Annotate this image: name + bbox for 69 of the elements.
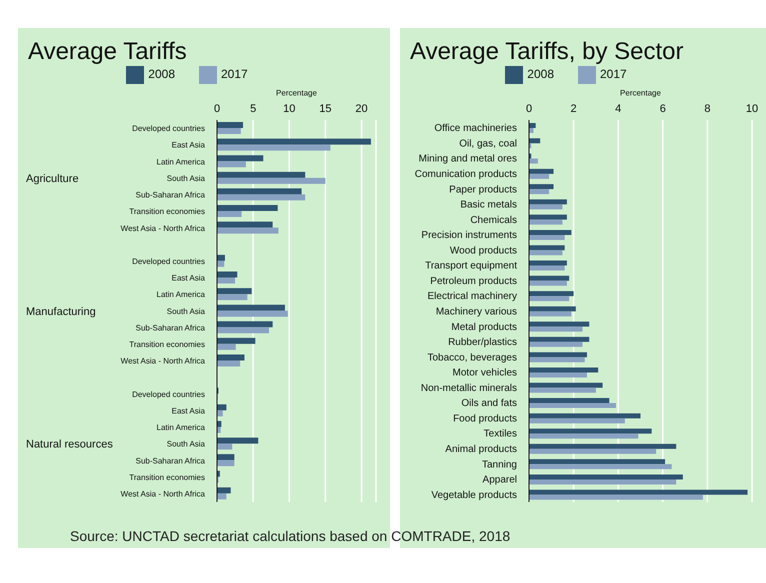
text: Agriculture [26,172,79,185]
y-tick-label: Transition economies [129,340,205,350]
y-tick-label: Vegetable products [431,490,517,501]
y-tick-label: Oils and fats [461,398,517,410]
y-tick-label: South Asia [166,306,206,316]
x-tick-label: 2 [570,103,577,115]
legend-label: 2008 [527,67,554,82]
x-tick-label: 5 [250,103,256,115]
legend-label: 2017 [600,67,627,82]
y-tick-label: Petroleum products [430,276,517,287]
y-tick-label: Latin America [156,423,206,432]
y-tick-label: West Asia - North Africa [120,356,206,366]
y-tick-label: Precision instruments [421,230,517,242]
y-tick-label: Non-metallic minerals [420,382,517,394]
y-tick-label: Textiles [484,428,517,440]
text: Manufacturing [26,306,96,318]
x-axis-title: Percentage [276,88,318,98]
y-tick-label: Comunication products [414,168,517,180]
y-tick-label: Transition economies [129,472,205,482]
y-tick-label: Food products [453,413,517,424]
y-tick-label: Rubber/plastics [448,337,517,348]
y-tick-label: Tanning [482,459,517,470]
y-tick-label: Basic metals [460,200,517,211]
y-tick-label: Office machineries [434,123,517,134]
legend-label: 2008 [148,67,175,82]
x-tick-label: 10 [283,103,296,115]
y-tick-label: East Asia [172,140,206,150]
legend-label: 2017 [221,67,248,82]
y-tick-label: Developed countries [132,390,205,399]
x-tick-label: 4 [615,103,622,115]
chart-title: Average Tariffs, by Sector [409,37,684,66]
y-tick-label: Sub-Saharan Africa [136,456,206,466]
x-tick-label: 6 [660,103,666,115]
y-tick-label: Mining and metal ores [418,154,517,165]
y-tick-label: East Asia [172,406,206,416]
text: Natural resources [26,438,114,451]
y-tick-label: Metal products [451,322,517,333]
y-tick-label: West Asia - North Africa [120,489,206,498]
x-tick-label: 15 [319,103,332,115]
x-tick-label: 20 [355,103,368,115]
y-tick-label: Animal products [445,444,517,456]
x-tick-label: 8 [704,103,710,115]
y-tick-label: Motor vehicles [452,368,517,379]
y-tick-label: Wood products [450,245,517,256]
x-tick-label: 0 [526,103,532,115]
x-tick-label: 0 [214,103,220,115]
y-tick-label: South Asia [166,440,206,449]
y-tick-label: West Asia - North Africa [120,224,206,233]
y-tick-label: Transport equipment [425,260,518,272]
y-tick-label: Sub-Saharan Africa [136,323,206,332]
source-note: Source: UNCTAD secretariat calculations based on COMTRADE, 2018 [70,528,512,544]
y-tick-label: Paper products [449,184,517,196]
x-tick-label: 10 [746,103,758,115]
y-tick-label: Developed countries [132,256,205,266]
x-axis-title: Percentage [620,88,662,98]
y-tick-label: Machinery various [436,306,517,318]
y-tick-label: Tobacco, beverages [427,352,517,364]
y-tick-label: Transition economies [129,207,205,216]
y-tick-label: Sub-Saharan Africa [136,190,206,200]
y-tick-label: East Asia [172,274,206,283]
y-tick-label: Latin America [156,290,206,300]
y-tick-label: South Asia [166,174,206,183]
y-tick-label: Oil, gas, coal [459,138,517,150]
chart-title: Average Tariffs [27,37,188,66]
y-tick-label: Latin America [156,157,206,166]
y-tick-label: Chemicals [470,214,517,226]
y-tick-label: Developed countries [132,124,205,134]
y-tick-label: Electrical machinery [428,291,517,302]
y-tick-label: Apparel [482,474,517,486]
